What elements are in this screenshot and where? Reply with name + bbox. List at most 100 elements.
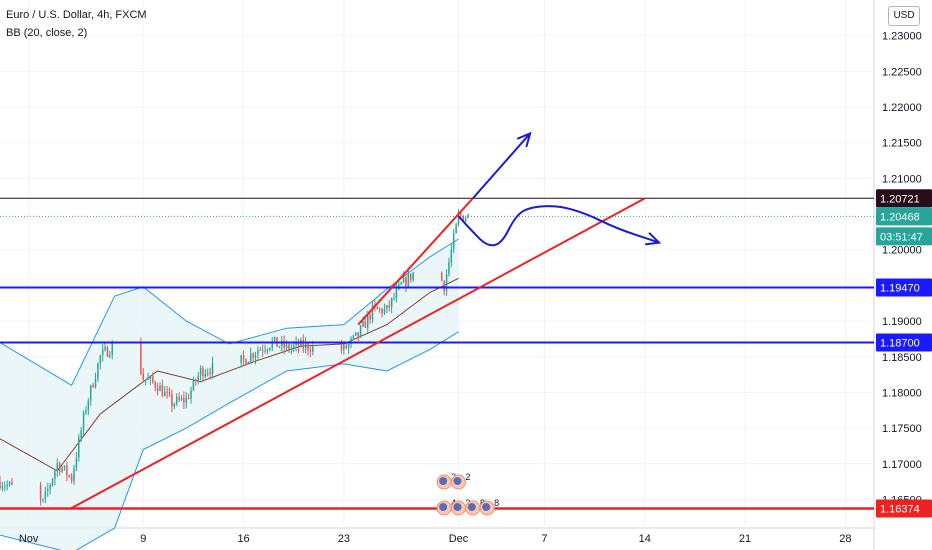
price-label-box [876, 227, 932, 246]
candle-body [68, 475, 71, 477]
candle-body [195, 379, 197, 382]
candle-body [307, 343, 309, 351]
candle-body [58, 463, 61, 472]
candle-body [4, 486, 6, 488]
candle-body [183, 397, 185, 403]
candle-body [359, 326, 362, 337]
candle-body [211, 362, 214, 375]
candle-body [288, 344, 290, 350]
candle-body [56, 463, 59, 472]
candle-body [345, 344, 348, 349]
x-tick-label: Dec [449, 533, 469, 545]
candle-body [106, 347, 109, 357]
event-count: 2 [465, 472, 470, 482]
y-tick-label: 1.21000 [882, 173, 922, 185]
candle-body [154, 382, 156, 388]
candle-body [352, 335, 355, 339]
candle-body [312, 345, 314, 352]
candle-body [0, 481, 1, 489]
candle-body [63, 465, 66, 469]
candle-body [199, 367, 202, 376]
price-label-text: 1.20721 [880, 193, 920, 205]
price-label-text: 1.19470 [880, 283, 920, 295]
candle-body [39, 484, 42, 500]
candle-body [304, 343, 307, 349]
candle-body [292, 345, 295, 348]
price-label-current: 1.20468 [876, 207, 932, 226]
candle-body [400, 282, 402, 285]
candle-body [54, 471, 56, 480]
price-axis[interactable]: 1.23000 1.22500 1.22000 1.21500 1.21000 1.200… [876, 31, 932, 518]
bb-middle-line [0, 277, 459, 472]
candle-body [450, 249, 453, 263]
candle-body [340, 345, 343, 351]
candle-body [457, 213, 460, 224]
candle-body [285, 344, 288, 349]
candle-body [350, 338, 352, 344]
candle-body [347, 343, 350, 349]
chart-title: Euro / U.S. Dollar, 4h, FXCM [6, 9, 147, 21]
candle-body [278, 346, 281, 348]
y-tick-label: 1.17500 [882, 423, 922, 435]
indicator-legend[interactable]: BB (20, close, 2) [6, 27, 88, 39]
price-label-support: 1.18700 [876, 333, 932, 352]
y-tick-label: 1.19000 [882, 316, 922, 328]
candle-body [140, 343, 142, 374]
x-tick-label: 16 [237, 533, 249, 545]
candle-body [441, 272, 443, 281]
candle-body [259, 349, 262, 351]
candle-body [254, 354, 257, 358]
candle-body [152, 376, 154, 383]
candle-body [66, 465, 68, 476]
x-tick-label: 9 [140, 533, 146, 545]
x-tick-label: 23 [338, 533, 350, 545]
candle-body [443, 280, 445, 292]
candle-body [42, 499, 44, 501]
candle-body [161, 385, 164, 397]
candle-body [190, 390, 192, 399]
candle-body [70, 475, 73, 481]
price-label-text: 03:51:47 [880, 231, 923, 243]
candle-body [85, 409, 87, 413]
projection-range-arrowhead [645, 232, 662, 246]
x-tick-label: 21 [739, 533, 751, 545]
candle-body [89, 385, 92, 401]
candle-body [99, 355, 102, 364]
x-tick-label: Nov [19, 533, 39, 545]
price-label-text: 1.16374 [880, 503, 920, 515]
candle-body [364, 321, 367, 328]
price-label-text: 1.18700 [880, 337, 920, 349]
candle-body [369, 314, 371, 320]
candle-body [407, 273, 410, 287]
x-tick-label: 28 [839, 533, 851, 545]
candle-body [271, 340, 273, 348]
candle-body [376, 306, 379, 310]
price-label-box [876, 278, 932, 297]
bb-fill [0, 239, 459, 550]
projection-up-arrowhead [516, 131, 532, 148]
candle-body [78, 437, 80, 458]
candle-body [266, 349, 269, 351]
candle-body [269, 347, 271, 350]
candle-body [204, 373, 207, 377]
candle-body [409, 273, 412, 280]
candle-body [261, 349, 264, 351]
candle-body [393, 297, 395, 299]
time-axis[interactable]: Nov 9 16 23 Dec 7 14 21 28 [19, 533, 852, 545]
y-tick-label: 1.18500 [882, 352, 922, 364]
event-count: 8 [494, 498, 499, 508]
y-tick-label: 1.23000 [882, 31, 922, 43]
candle-body [300, 339, 302, 348]
currency-button[interactable]: USD [888, 6, 920, 26]
candle-body [175, 396, 178, 404]
candle-body [249, 353, 252, 362]
candle-body [144, 379, 147, 381]
event-marker: 8 [479, 498, 499, 516]
candle-body [6, 484, 8, 487]
candle-body [448, 262, 450, 275]
event-markers[interactable]: 324388 [436, 472, 499, 516]
candle-body [297, 341, 300, 348]
candle-body [302, 339, 305, 349]
event-marker: 2 [450, 472, 471, 490]
